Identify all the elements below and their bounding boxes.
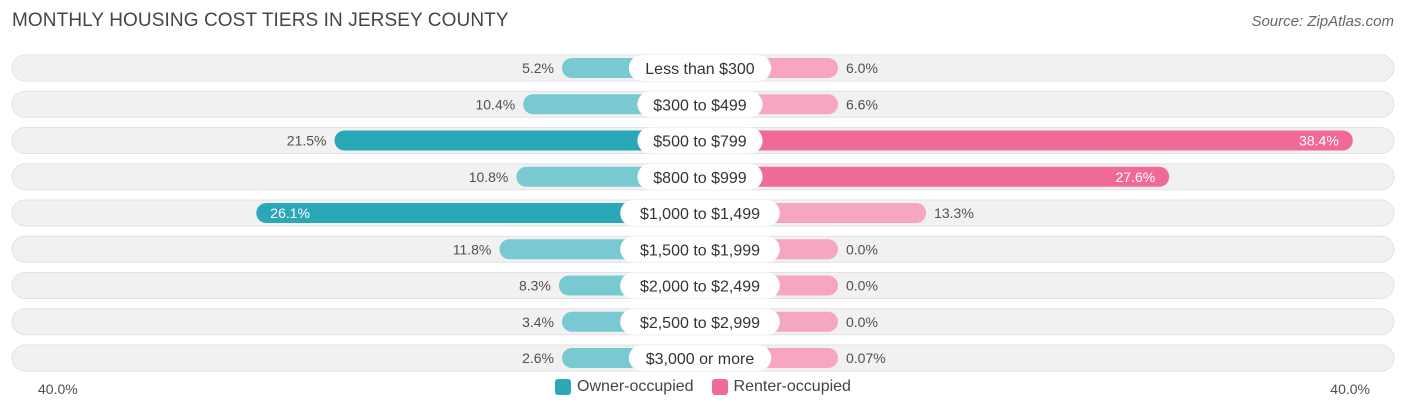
category-pill — [620, 272, 780, 299]
value-label-owner: 5.2% — [522, 60, 554, 76]
category-label: Less than $300 — [645, 61, 755, 78]
legend-swatch-owner — [555, 379, 572, 395]
category-pill — [620, 308, 780, 335]
category-pill — [620, 236, 780, 263]
category-pill — [637, 127, 763, 154]
category-pill — [637, 91, 763, 118]
bar-renter — [700, 130, 1353, 151]
value-label-owner: 8.3% — [519, 278, 551, 294]
source-note: Source: ZipAtlas.com — [1251, 13, 1394, 30]
category-label: $800 to $999 — [653, 170, 747, 187]
legend-item-renter: Renter-occupied — [711, 378, 851, 396]
bar-owner — [256, 203, 700, 223]
value-label-renter: 0.07% — [846, 350, 886, 366]
category-label: $1,500 to $1,999 — [640, 242, 760, 259]
value-label-owner: 3.4% — [522, 314, 554, 330]
category-label: $300 to $499 — [653, 97, 747, 114]
legend-item-owner: Owner-occupied — [555, 378, 694, 396]
value-label-renter: 0.0% — [846, 241, 878, 257]
value-label-renter: 38.4% — [1299, 133, 1339, 149]
axis-right-label: 40.0% — [1330, 381, 1370, 397]
bar-renter — [700, 166, 1170, 187]
legend-swatch-renter — [711, 379, 728, 395]
category-label: $500 to $799 — [653, 134, 747, 151]
chart-title: MONTHLY HOUSING COST TIERS IN JERSEY COU… — [12, 10, 509, 31]
value-label-owner: 2.6% — [522, 350, 554, 366]
legend-label-owner: Owner-occupied — [577, 378, 694, 395]
value-label-renter: 6.6% — [846, 96, 878, 112]
value-label-owner: 10.8% — [469, 169, 509, 185]
category-pill — [637, 163, 763, 190]
value-label-renter: 6.0% — [846, 60, 878, 76]
legend-label-renter: Renter-occupied — [733, 378, 851, 395]
category-label: $2,000 to $2,499 — [640, 279, 760, 296]
value-label-renter: 0.0% — [846, 314, 878, 330]
legend: Owner-occupied Renter-occupied — [0, 378, 1406, 396]
value-label-renter: 0.0% — [846, 278, 878, 294]
value-label-renter: 27.6% — [1115, 169, 1155, 185]
value-label-owner: 10.4% — [475, 96, 515, 112]
category-pill — [628, 345, 772, 371]
category-pill — [628, 55, 772, 81]
category-label: $2,500 to $2,999 — [640, 315, 760, 332]
bar-owner — [334, 130, 700, 151]
value-label-owner: 11.8% — [453, 241, 492, 257]
value-label-owner: 21.5% — [287, 133, 327, 149]
category-label: $1,000 to $1,499 — [640, 206, 760, 223]
category-label: $3,000 or more — [646, 351, 755, 368]
value-label-owner: 26.1% — [270, 205, 310, 221]
category-pill — [620, 200, 780, 226]
value-label-renter: 13.3% — [934, 205, 974, 221]
axis-left-label: 40.0% — [38, 381, 78, 397]
